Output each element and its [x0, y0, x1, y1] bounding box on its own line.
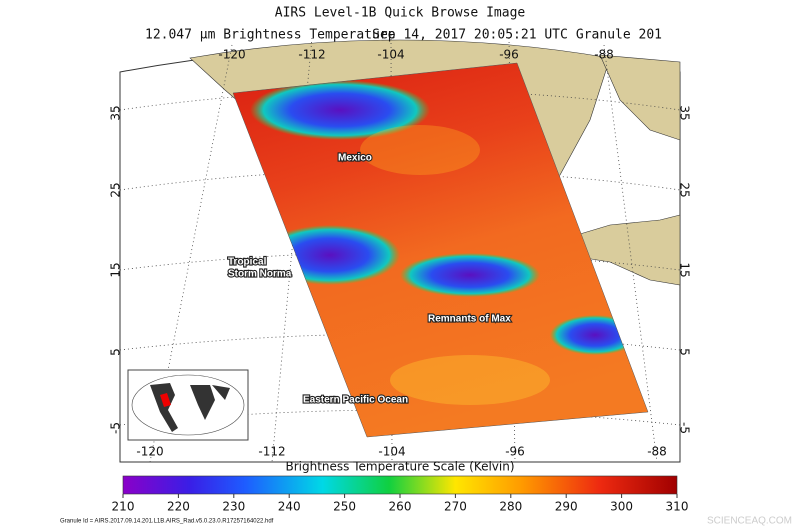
colorbar-tick-label: 250	[333, 500, 356, 514]
latitude-label: 35	[678, 105, 692, 120]
latitude-label: -5	[678, 422, 692, 434]
annotation: Tropical	[228, 257, 267, 268]
latitude-label: 15	[678, 262, 692, 277]
longitude-label: -104	[378, 445, 405, 459]
map	[119, 34, 681, 463]
colorbar-tick-label: 210	[112, 500, 135, 514]
colorbar-tick-label: 220	[167, 500, 190, 514]
annotation: Storm Norma	[228, 269, 292, 280]
subtitle: Sep 14, 2017 20:05:21 UTC	[372, 28, 568, 43]
colorbar-tick-label: 310	[666, 500, 689, 514]
longitude-label: -96	[505, 445, 525, 459]
longitude-label: -112	[298, 48, 325, 62]
longitude-label: -120	[218, 48, 245, 62]
subtitle: Granule 201	[576, 28, 662, 43]
colorbar-tick-label: 290	[555, 500, 578, 514]
colorbar-tick-label: 280	[499, 500, 522, 514]
latitude-label: 5	[109, 348, 123, 356]
latitude-label: 35	[109, 105, 123, 120]
colorbar-title: Brightness Temperature Scale (Kelvin)	[285, 460, 514, 474]
latitude-label: -5	[109, 422, 123, 434]
annotation: Eastern Pacific Ocean	[303, 395, 408, 406]
colorbar	[122, 475, 678, 495]
latitude-label: 5	[678, 348, 692, 356]
colorbar-tick-label: 240	[278, 500, 301, 514]
colorbar-tick-label: 270	[444, 500, 467, 514]
title: AIRS Level-1B Quick Browse Image	[275, 6, 526, 21]
colorbar-tick-label: 230	[222, 500, 245, 514]
longitude-label: -88	[594, 48, 614, 62]
longitude-label: -96	[499, 48, 519, 62]
colorbar-tick-label: 300	[610, 500, 633, 514]
colorbar-tick-label: 260	[389, 500, 412, 514]
annotation: Remnants of Max	[428, 314, 511, 325]
granule-id: Granule Id = AIRS.2017.09.14.201.L1B.AIR…	[60, 519, 274, 525]
subtitle: 12.047 µm Brightness Temperature	[145, 28, 396, 43]
latitude-label: 15	[109, 262, 123, 277]
annotation: Mexico	[338, 153, 372, 164]
latitude-label: 25	[678, 182, 692, 197]
watermark: SCIENCEAQ.COM	[707, 516, 792, 527]
latitude-label: 25	[109, 182, 123, 197]
longitude-label: -112	[258, 445, 285, 459]
longitude-label: -88	[647, 445, 667, 459]
longitude-label: -120	[136, 445, 163, 459]
longitude-label: -104	[377, 48, 404, 62]
